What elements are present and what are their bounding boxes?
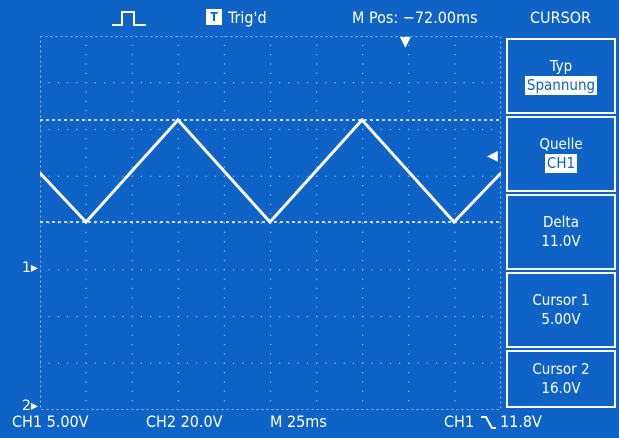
- menu-button-delta[interactable]: Delta 11.0V: [506, 194, 616, 270]
- waveform-display: [38, 35, 503, 410]
- pulse-trigger-icon: [112, 0, 146, 36]
- menu-value: CH1: [544, 154, 578, 173]
- menu-value: 16.0V: [541, 379, 581, 397]
- graticule-dots: [39, 35, 493, 402]
- menu-label: Quelle: [539, 135, 583, 153]
- menu-button-cursor-1[interactable]: Cursor 1 5.00V: [506, 272, 616, 348]
- trigger-source: CH1: [444, 412, 475, 431]
- cursor-menu: CURSOR Typ Spannung Quelle CH1 Delta 11.…: [502, 0, 619, 437]
- ch2-scale: CH2 20.0V: [146, 412, 223, 431]
- menu-title: CURSOR: [529, 8, 592, 27]
- ch1-ground-marker: 1▸: [22, 260, 38, 276]
- menu-button-typ[interactable]: Typ Spannung: [506, 38, 616, 114]
- menu-label: Cursor 2: [532, 360, 590, 378]
- menu-value: 5.00V: [541, 310, 581, 328]
- timebase: M 25ms: [270, 412, 327, 431]
- menu-value: Spannung: [524, 76, 598, 95]
- trigger-position-marker: ▼: [400, 34, 411, 50]
- trigger-status: T Trig'd: [206, 0, 267, 36]
- menu-button-quelle[interactable]: Quelle CH1: [506, 116, 616, 192]
- horizontal-position: M Pos: −72.00ms: [352, 8, 478, 27]
- trigger-level-marker: ◀: [487, 148, 498, 164]
- menu-label: Delta: [542, 213, 579, 231]
- trigger-status-badge: T: [206, 8, 222, 25]
- menu-value: 11.0V: [541, 232, 581, 250]
- menu-button-cursor-2[interactable]: Cursor 2 16.0V: [506, 350, 616, 408]
- graticule-border: [40, 36, 501, 410]
- ch1-scale: CH1 5.00V: [12, 412, 89, 431]
- trigger-level: 11.8V: [500, 412, 542, 431]
- falling-edge-icon: [480, 414, 496, 438]
- ch1-waveform: [38, 117, 503, 225]
- graticule: [38, 35, 503, 410]
- ch2-ground-marker: 2▸: [22, 398, 38, 414]
- status-bar: T Trig'd M Pos: −72.00ms: [0, 0, 500, 36]
- trigger-status-text: Trig'd: [228, 8, 267, 27]
- bottom-status-bar: CH1 5.00V CH2 20.0V M 25ms CH1 11.8V: [0, 410, 619, 437]
- menu-label: Typ: [549, 57, 573, 75]
- menu-label: Cursor 1: [532, 291, 590, 309]
